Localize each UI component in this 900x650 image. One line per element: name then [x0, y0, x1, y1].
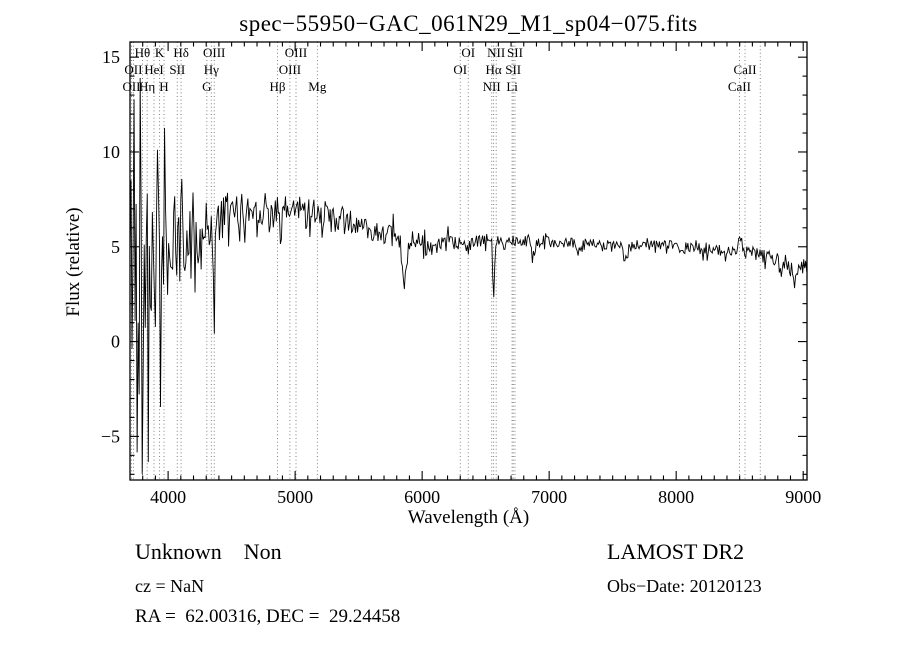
- spectral-line-label: SII: [507, 45, 523, 60]
- spectrum-path: [129, 78, 808, 475]
- spectral-line-label: Hα: [485, 62, 501, 77]
- spectral-line-label: OIII: [279, 62, 301, 77]
- classification-text: Unknown Non: [135, 539, 282, 564]
- x-tick-label: 7000: [531, 487, 567, 507]
- page-title: spec−55950−GAC_061N29_M1_sp04−075.fits: [239, 11, 698, 36]
- spectral-line-label: NII: [487, 45, 505, 60]
- x-tick-label: 8000: [658, 487, 694, 507]
- spectral-line-label: Hη: [139, 79, 155, 94]
- ra-dec-text: RA = 62.00316, DEC = 29.24458: [135, 606, 401, 627]
- y-tick-label: −5: [101, 426, 120, 446]
- spectral-line-label: SII: [505, 62, 521, 77]
- spectral-line-label: OI: [461, 45, 475, 60]
- spectral-line-label: OII: [124, 62, 142, 77]
- spectral-line-label: K: [155, 45, 165, 60]
- spectral-line-label: Hδ: [173, 45, 189, 60]
- y-tick-label: 5: [111, 237, 120, 257]
- x-tick-label: 4000: [150, 487, 186, 507]
- plot-frame: [129, 41, 808, 481]
- survey-release-text: LAMOST DR2: [607, 539, 745, 564]
- spectral-line-label: SII: [169, 62, 185, 77]
- y-tick-label: 0: [111, 332, 120, 352]
- spectral-line-label: NII: [483, 79, 501, 94]
- cz-text: cz = NaN: [135, 576, 205, 596]
- spectral-line-label: OIII: [203, 45, 225, 60]
- x-tick-label: 9000: [785, 487, 821, 507]
- spectral-line-label: H: [159, 79, 168, 94]
- spectral-line-label: OIII: [285, 45, 307, 60]
- spectral-line-label: Li: [506, 79, 518, 94]
- spectral-line-label: Hθ: [135, 45, 151, 60]
- spectral-line-label: Mg: [308, 79, 327, 94]
- spectral-line-label: OII: [122, 79, 140, 94]
- spectral-line-label: CaII: [728, 79, 751, 94]
- x-axis-label: Wavelength (Å): [407, 507, 530, 528]
- y-tick-label: 15: [102, 47, 120, 67]
- y-tick-label: 10: [102, 142, 120, 162]
- spectral-line-label: HeI: [144, 62, 164, 77]
- obs-date-text: Obs−Date: 20120123: [607, 576, 762, 596]
- x-tick-label: 6000: [404, 487, 440, 507]
- spectral-line-label: Hγ: [204, 62, 219, 77]
- x-tick-label: 5000: [277, 487, 313, 507]
- spectral-line-label: OI: [453, 62, 467, 77]
- spectral-line-label: CaII: [733, 62, 756, 77]
- spectral-line-label: G: [202, 79, 211, 94]
- spectral-line-label: Hβ: [269, 79, 285, 94]
